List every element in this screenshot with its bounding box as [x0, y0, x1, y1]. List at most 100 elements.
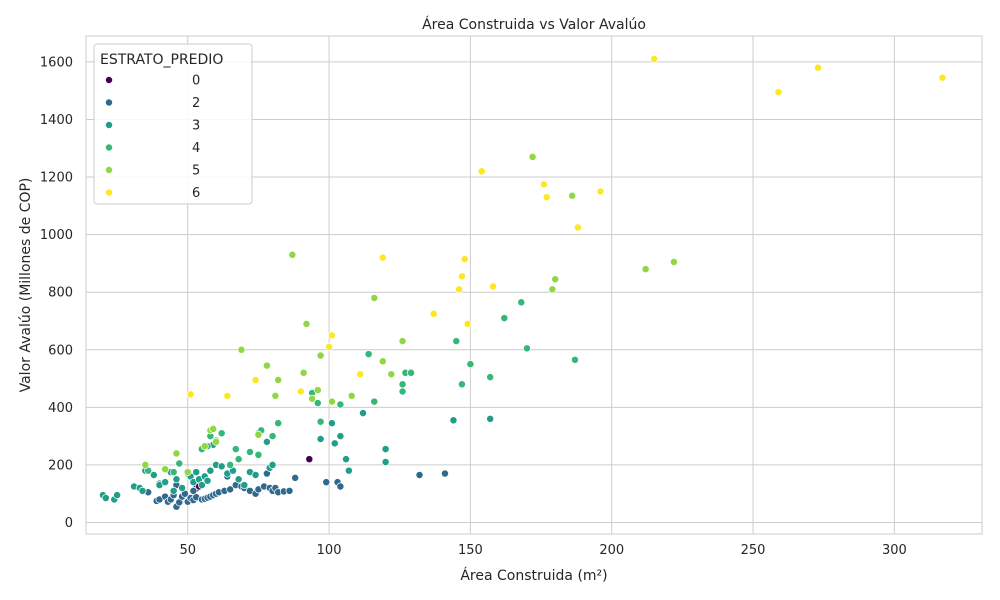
data-point: [551, 275, 560, 284]
data-point: [452, 337, 461, 346]
data-point: [251, 471, 260, 479]
data-point: [407, 368, 415, 377]
data-point: [500, 314, 509, 323]
legend-entry: 6: [105, 186, 200, 201]
data-point: [240, 481, 249, 490]
data-point: [330, 439, 339, 448]
legend-entry: 0: [105, 74, 200, 89]
data-point: [466, 360, 475, 369]
data-point: [522, 344, 531, 353]
data-point: [113, 491, 122, 500]
data-point: [141, 460, 150, 469]
data-point: [305, 455, 314, 464]
data-point: [149, 471, 158, 479]
legend-title: ESTRATO_PREDIO: [100, 52, 223, 68]
data-point: [370, 294, 379, 302]
legend-label: 4: [192, 141, 200, 156]
data-point: [316, 417, 325, 426]
data-point: [398, 387, 407, 396]
series-2: [144, 469, 449, 511]
data-point: [291, 473, 300, 482]
data-point: [254, 430, 263, 439]
data-point: [231, 445, 240, 454]
data-point: [234, 455, 243, 464]
data-point: [262, 361, 271, 370]
data-point: [370, 397, 379, 406]
series-3: [99, 409, 495, 504]
data-point: [299, 368, 308, 377]
data-point: [359, 409, 367, 418]
data-point: [573, 223, 582, 232]
data-point: [669, 258, 678, 266]
chart-title: Área Construida vs Valor Avalúo: [422, 16, 646, 33]
data-point: [226, 460, 235, 469]
y-axis-title: Valor Avalúo (Millones de COP): [18, 178, 34, 393]
legend-label: 5: [192, 164, 200, 179]
data-point: [344, 466, 353, 475]
series-5: [141, 152, 678, 477]
data-point: [814, 63, 823, 72]
legend-label: 2: [192, 96, 200, 111]
data-point: [539, 180, 548, 189]
legend-label: 6: [192, 186, 200, 201]
legend-entries: 0 2 3 4 5 6: [105, 74, 200, 201]
data-point: [169, 486, 178, 495]
data-point: [449, 416, 458, 425]
data-point: [415, 471, 424, 479]
legend-label: 0: [192, 74, 200, 89]
data-point: [457, 380, 466, 389]
legend-entry: 2: [105, 96, 200, 111]
data-point: [457, 272, 466, 281]
data-point: [381, 458, 390, 466]
y-tick-label: 600: [48, 343, 73, 358]
x-tick-label: 50: [179, 543, 196, 558]
data-point: [161, 478, 170, 487]
data-point: [378, 357, 387, 366]
legend-entry: 5: [105, 164, 200, 179]
data-point: [200, 442, 209, 451]
data-point: [342, 455, 350, 464]
data-point: [327, 331, 336, 340]
data-point: [192, 468, 201, 477]
data-point: [489, 282, 497, 291]
data-point: [237, 345, 246, 354]
x-tick-label: 250: [741, 543, 766, 558]
data-point: [542, 193, 551, 202]
y-tick-label: 0: [65, 516, 73, 531]
series-6: [186, 55, 947, 400]
data-point: [486, 373, 495, 382]
data-point: [169, 468, 178, 477]
data-point: [217, 462, 226, 471]
data-point: [274, 419, 283, 428]
data-point: [486, 414, 495, 423]
data-point: [774, 88, 783, 97]
legend: ESTRATO_PREDIO 0 2 3 4 5 6: [93, 43, 253, 205]
data-point: [217, 429, 226, 438]
legend-marker: [105, 76, 113, 84]
data-point: [313, 399, 322, 407]
legend-marker: [105, 166, 113, 174]
data-point: [285, 486, 294, 495]
data-point: [327, 397, 336, 406]
legend-marker: [105, 143, 113, 152]
data-point: [197, 481, 206, 490]
data-point: [316, 351, 325, 360]
data-point: [274, 376, 283, 384]
data-point: [528, 152, 537, 161]
data-point: [271, 391, 280, 400]
y-tick-label: 1400: [40, 113, 73, 128]
data-point: [186, 390, 195, 399]
data-point: [101, 494, 110, 502]
data-point: [308, 394, 317, 403]
data-point: [336, 482, 345, 491]
data-point: [316, 435, 325, 443]
data-point: [347, 391, 356, 400]
data-point: [378, 253, 387, 262]
data-point: [161, 465, 170, 474]
data-point: [641, 265, 650, 274]
data-point: [302, 319, 311, 328]
data-point: [336, 432, 345, 441]
x-tick-label: 100: [317, 543, 342, 558]
data-point: [288, 250, 297, 259]
data-point: [429, 309, 438, 318]
